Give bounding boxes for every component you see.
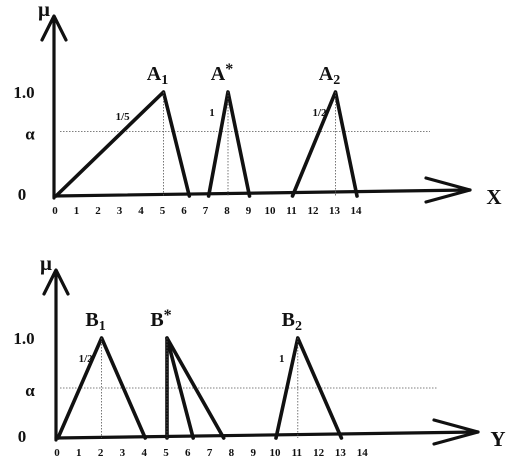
fuzzy-set-a1: A1 1/5 — [54, 63, 192, 198]
fuzzy-set-a2: A2 1/2 — [290, 63, 359, 198]
x-tick-label: 9 — [246, 205, 252, 217]
x-axis — [54, 430, 480, 440]
fuzzy-set-bstar: B* — [150, 307, 226, 440]
y-axis-label: μ — [40, 251, 52, 275]
set-name-label: A2 — [319, 63, 340, 88]
x-tick-label: 7 — [207, 447, 213, 459]
set-name-label: A1 — [147, 63, 168, 88]
x-tick-label: 8 — [224, 205, 230, 217]
level-label-alpha: α — [25, 125, 35, 144]
level-label-one: 1.0 — [13, 83, 34, 102]
x-tick-label: 5 — [163, 447, 169, 459]
x-tick-label: 11 — [292, 447, 302, 459]
fuzzy-set-astar: A* 1 — [206, 61, 252, 198]
set-name: B — [150, 309, 163, 331]
x-tick-label: 4 — [138, 205, 144, 217]
fuzzy-set-b1: B1 1/2 — [56, 309, 147, 440]
set-name-superscript: * — [225, 61, 233, 78]
x-tick-label: 1 — [76, 447, 82, 459]
set-name: B — [282, 309, 295, 331]
membership-triangle — [206, 90, 252, 198]
x-axis-label: X — [486, 185, 501, 209]
membership-triangle — [54, 90, 192, 198]
slope-label: 1 — [279, 353, 285, 365]
x-tick-label: 10 — [270, 447, 282, 459]
x-tick-label: 12 — [308, 205, 320, 217]
set-name-subscript: 1 — [99, 319, 106, 334]
set-name-label: A* — [211, 61, 233, 85]
slope-label: 1/2 — [79, 353, 94, 365]
x-axis-arrowhead — [424, 176, 472, 204]
x-tick-label: 13 — [335, 447, 347, 459]
x-tick-label: 3 — [120, 447, 126, 459]
set-name-label: B1 — [85, 309, 105, 334]
membership-triangle — [274, 336, 344, 440]
x-tick-label: 8 — [229, 447, 235, 459]
x-axis-arrowhead — [432, 418, 480, 446]
set-name-subscript: 2 — [295, 319, 302, 334]
x-tick-label: 13 — [329, 205, 341, 217]
set-name: A — [147, 63, 162, 85]
x-tick-label: 1 — [74, 205, 80, 217]
set-name-subscript: 1 — [161, 73, 168, 88]
level-label-zero: 0 — [18, 185, 27, 204]
fuzzy-set-b2: B2 1 — [274, 309, 344, 440]
x-tick-label: 0 — [52, 205, 58, 217]
level-label-one: 1.0 — [13, 329, 34, 348]
level-label-alpha: α — [25, 381, 35, 400]
x-tick-label: 6 — [181, 205, 187, 217]
membership-triangle — [165, 336, 226, 440]
x-tick-label: 14 — [351, 205, 363, 217]
membership-inner-edge — [165, 336, 195, 440]
y-axis-arrowhead — [42, 268, 70, 296]
set-name-subscript: 2 — [333, 73, 340, 88]
set-name: A — [211, 63, 226, 85]
set-name: A — [319, 63, 334, 85]
level-label-zero: 0 — [18, 427, 27, 446]
x-tick-label: 14 — [357, 447, 369, 459]
set-name-superscript: * — [164, 307, 172, 324]
x-tick-label: 6 — [185, 447, 191, 459]
set-name-label: B2 — [282, 309, 302, 334]
x-tick-label: 4 — [141, 447, 147, 459]
x-tick-label: 5 — [160, 205, 166, 217]
x-tick-label: 12 — [313, 447, 325, 459]
slope-label: 1/2 — [312, 107, 327, 119]
x-tick-label: 7 — [203, 205, 209, 217]
x-axis — [52, 188, 472, 198]
x-tick-label: 2 — [98, 447, 104, 459]
slope-label: 1 — [209, 107, 215, 119]
x-axis-label: Y — [490, 427, 505, 451]
y-axis-label: μ — [38, 0, 50, 21]
x-tick-label: 3 — [117, 205, 123, 217]
set-name: B — [85, 309, 98, 331]
x-tick-label: 9 — [250, 447, 256, 459]
slope-label: 1/5 — [116, 111, 131, 123]
x-tick-label: 2 — [95, 205, 101, 217]
x-tick-label: 11 — [286, 205, 296, 217]
set-name-label: B* — [150, 307, 171, 331]
y-axis-arrowhead — [40, 14, 68, 42]
x-tick-label: 0 — [54, 447, 60, 459]
x-tick-label: 10 — [265, 205, 277, 217]
